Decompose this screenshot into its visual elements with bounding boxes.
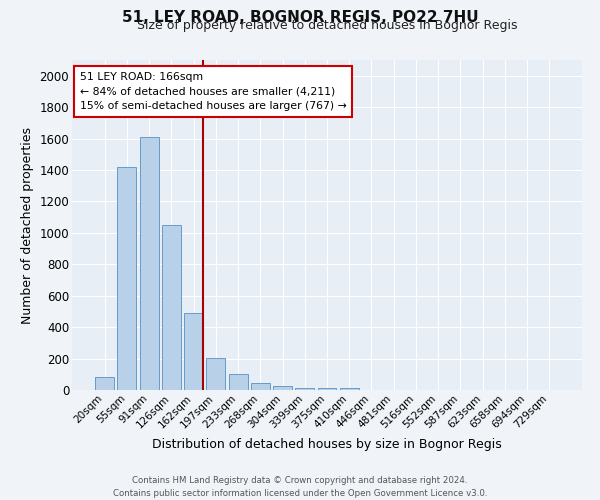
Bar	[273, 386, 292, 390]
Bar	[295, 388, 314, 390]
Bar	[251, 383, 270, 390]
Title: Size of property relative to detached houses in Bognor Regis: Size of property relative to detached ho…	[137, 20, 517, 32]
Bar	[206, 358, 225, 390]
Bar	[162, 225, 181, 390]
Text: Contains HM Land Registry data © Crown copyright and database right 2024.
Contai: Contains HM Land Registry data © Crown c…	[113, 476, 487, 498]
Bar	[95, 378, 114, 390]
Bar	[118, 167, 136, 390]
Bar	[340, 388, 359, 390]
Bar	[317, 388, 337, 390]
X-axis label: Distribution of detached houses by size in Bognor Regis: Distribution of detached houses by size …	[152, 438, 502, 451]
Text: 51 LEY ROAD: 166sqm
← 84% of detached houses are smaller (4,211)
15% of semi-det: 51 LEY ROAD: 166sqm ← 84% of detached ho…	[80, 72, 346, 111]
Text: 51, LEY ROAD, BOGNOR REGIS, PO22 7HU: 51, LEY ROAD, BOGNOR REGIS, PO22 7HU	[122, 10, 478, 25]
Bar	[140, 137, 158, 390]
Bar	[184, 313, 203, 390]
Y-axis label: Number of detached properties: Number of detached properties	[21, 126, 34, 324]
Bar	[229, 374, 248, 390]
